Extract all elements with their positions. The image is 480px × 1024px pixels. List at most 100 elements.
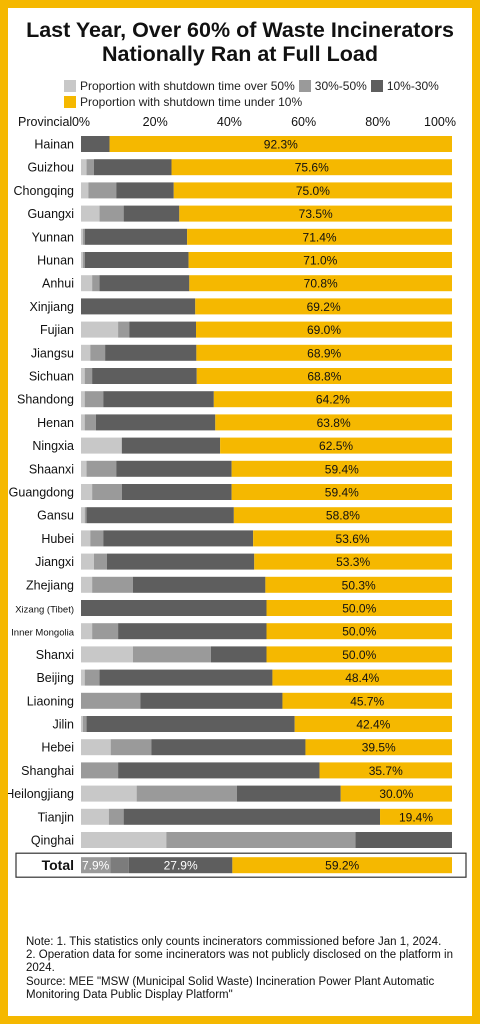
legend-label: 10%-30%	[386, 79, 439, 93]
bar-segment	[266, 623, 452, 640]
category-label: Hebei	[41, 741, 74, 755]
data-label: 50.0%	[342, 648, 376, 662]
bar-segment	[105, 344, 197, 361]
bar-segment	[81, 391, 85, 408]
bar-segment	[220, 437, 452, 454]
bar-segment	[84, 368, 93, 384]
category-label: Jilin	[52, 718, 74, 732]
total-data-label: 59.2%	[325, 859, 359, 873]
bar-segment	[254, 553, 452, 570]
bar-segment	[81, 228, 83, 245]
bar-segment	[210, 646, 267, 663]
category-label: Shandong	[17, 393, 74, 407]
category-label: Henan	[37, 416, 74, 430]
bar-segment	[215, 414, 452, 431]
legend-swatch	[370, 80, 383, 92]
bar-segment	[179, 205, 452, 222]
bar-segment	[81, 321, 119, 338]
category-label: Guizhou	[27, 161, 74, 175]
bar-segment	[236, 785, 341, 802]
bar-segment	[92, 368, 197, 384]
stacked-bar-chart: Provincial 0% 20% 40% 60% 80% 100% Hainan 92.3% G…	[8, 115, 467, 878]
category-label: Chongqing	[14, 184, 75, 198]
bar-segment	[319, 762, 452, 779]
bar-segment	[82, 252, 85, 268]
bar-segment	[81, 530, 91, 547]
data-label: 63.8%	[317, 416, 351, 430]
bar-segment	[92, 484, 122, 500]
bar-segment	[81, 414, 85, 431]
data-label: 92.3%	[264, 138, 298, 152]
total-row-box	[15, 852, 467, 878]
bar-segment	[188, 252, 452, 268]
bar-segment	[253, 530, 452, 547]
x-tick-label: 100%	[424, 115, 456, 129]
bar-segment	[93, 159, 172, 176]
bar-segment	[118, 321, 130, 338]
total-bar-segment	[232, 857, 452, 874]
category-label: Beijing	[36, 671, 74, 685]
bar-segment	[81, 460, 87, 477]
bar-segment	[81, 368, 85, 384]
bar-segment	[380, 808, 452, 825]
category-label: Gansu	[37, 509, 74, 523]
total-bar-segment	[110, 857, 129, 874]
bar-segment	[118, 762, 320, 779]
bar-segment	[282, 692, 452, 709]
bar-segment	[213, 391, 452, 408]
source-note: Source: MEE "MSW (Municipal Solid Waste)…	[26, 975, 435, 1001]
bar-segment	[86, 159, 94, 176]
bar-segment	[103, 391, 214, 408]
data-label: 35.7%	[369, 764, 403, 778]
bar-segment	[132, 646, 211, 663]
bar-segment	[266, 646, 452, 663]
legend-item-over-50: Proportion with shutdown time over 50%	[64, 78, 295, 94]
title-line-1: Last Year, Over 60% of Waste Incinerator…	[26, 18, 454, 42]
total-data-label: 27.9%	[164, 859, 198, 873]
bar-segment	[81, 623, 93, 640]
infographic-card: Last Year, Over 60% of Waste Incinerator…	[8, 8, 472, 1016]
data-label: 19.4%	[399, 810, 433, 824]
bar-segment	[81, 344, 91, 361]
bar-segment	[82, 716, 87, 732]
bar-segment	[93, 553, 107, 570]
bar-segment	[272, 669, 452, 686]
bar-segment	[81, 275, 93, 292]
data-label: 75.6%	[295, 161, 329, 175]
data-label: 62.5%	[319, 439, 353, 453]
category-label: Sichuan	[29, 370, 74, 384]
bar-segment	[81, 669, 85, 686]
category-label: Guangdong	[9, 486, 74, 500]
bar-segment	[116, 460, 232, 477]
bar-segment	[99, 205, 124, 222]
bar-segment	[84, 252, 189, 268]
title-line-2: Nationally Ran at Full Load	[102, 42, 378, 66]
x-tick-label: 40%	[217, 115, 242, 129]
bar-segment	[187, 228, 452, 245]
data-label: 50.0%	[342, 602, 376, 616]
category-label: Fujian	[40, 323, 74, 337]
data-label: 50.3%	[342, 578, 376, 592]
category-label: Shanxi	[36, 648, 74, 662]
bar-segment	[81, 646, 133, 663]
legend-label: Proportion with shutdown time over 50%	[80, 79, 295, 93]
bar-segment	[305, 739, 452, 756]
legend-label: Proportion with shutdown time under 10%	[80, 95, 303, 109]
bar-segment	[195, 298, 452, 315]
note-1: Note: 1. This statistics only counts inc…	[26, 936, 442, 948]
x-tick-label: 20%	[143, 115, 168, 129]
category-label: Heilongjiang	[8, 787, 74, 801]
bar-segment	[81, 252, 83, 268]
x-tick-label: 80%	[365, 115, 390, 129]
data-label: 70.8%	[304, 277, 338, 291]
bar-segment	[116, 182, 174, 199]
data-label: 69.0%	[307, 323, 341, 337]
category-label: Hubei	[41, 532, 74, 546]
bar-segment	[90, 344, 106, 361]
bar-segment	[92, 275, 100, 292]
bar-segment	[81, 808, 109, 825]
category-label: Zhejiang	[26, 578, 74, 592]
bar-segment	[106, 553, 255, 570]
data-label: 68.9%	[307, 346, 341, 360]
bar-segment	[189, 275, 452, 292]
